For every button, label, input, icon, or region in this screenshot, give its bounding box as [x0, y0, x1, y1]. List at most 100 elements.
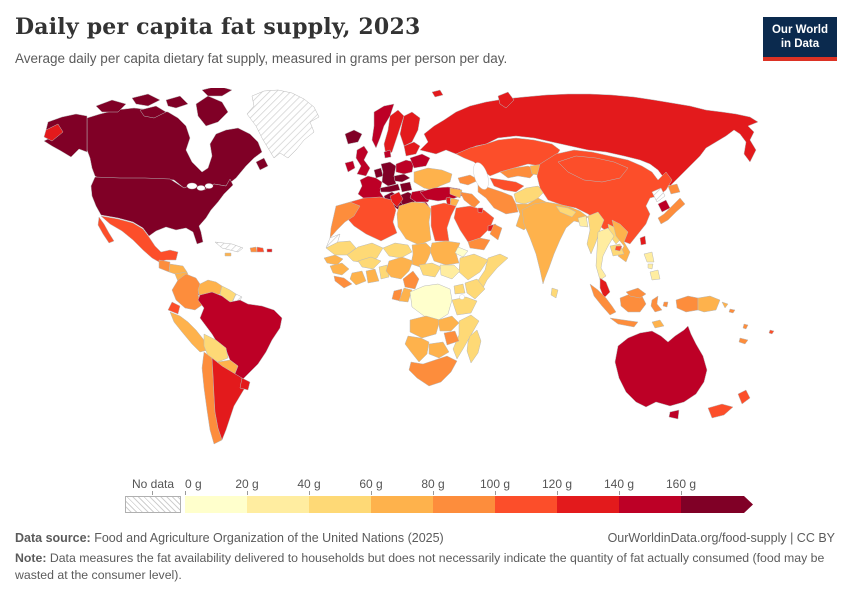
country-nepal[interactable]	[555, 205, 577, 218]
country-usa[interactable]	[90, 176, 234, 245]
country-finland[interactable]	[399, 111, 421, 147]
country-malaysia[interactable]	[599, 277, 611, 299]
country-bangladesh[interactable]	[577, 215, 589, 228]
country-south-sudan[interactable]	[439, 264, 461, 280]
country-argentina[interactable]	[211, 357, 247, 441]
country-philippines-mindanao[interactable]	[649, 269, 661, 281]
country-tasmania[interactable]	[668, 409, 680, 420]
country-madagascar[interactable]	[466, 329, 482, 364]
legend-bin-60–80 g[interactable]	[371, 496, 433, 513]
country-indonesia-sumatra[interactable]	[589, 283, 617, 316]
country-drc[interactable]	[409, 283, 453, 322]
country-cuba[interactable]	[214, 241, 244, 253]
country-brazil[interactable]	[197, 291, 283, 383]
country-canada-newfoundland[interactable]	[255, 157, 269, 171]
country-caucasus[interactable]	[457, 174, 480, 186]
legend-bin-80–100 g[interactable]	[433, 496, 495, 513]
country-yemen[interactable]	[467, 237, 491, 251]
country-germany[interactable]	[380, 161, 397, 187]
country-jamaica[interactable]	[224, 252, 232, 257]
country-new-zealand-north[interactable]	[737, 389, 751, 405]
country-nigeria[interactable]	[385, 256, 414, 280]
country-sri-lanka[interactable]	[550, 287, 559, 299]
country-iran[interactable]	[477, 183, 519, 215]
country-burkina-faso[interactable]	[357, 256, 382, 270]
country-canada-ellesmere[interactable]	[201, 85, 233, 97]
country-congo[interactable]	[398, 287, 413, 303]
country-ecuador[interactable]	[167, 301, 181, 315]
country-ukraine[interactable]	[413, 167, 453, 191]
country-switzerland-austria[interactable]	[379, 183, 401, 193]
country-novaya-zemlya[interactable]	[497, 91, 515, 109]
country-south-africa[interactable]	[408, 355, 458, 387]
country-ivory-coast[interactable]	[349, 270, 367, 286]
country-uruguay[interactable]	[239, 377, 251, 391]
country-botswana[interactable]	[428, 341, 450, 359]
country-belarus[interactable]	[409, 153, 431, 169]
country-canada-island[interactable]	[165, 95, 189, 109]
country-chad[interactable]	[410, 242, 433, 269]
country-angola[interactable]	[409, 315, 441, 339]
country-vanuatu[interactable]	[742, 323, 749, 330]
legend-bin-160+ g[interactable]	[681, 496, 753, 513]
legend-bin-140–160 g[interactable]	[619, 496, 681, 513]
country-chukotka[interactable]	[43, 123, 64, 142]
country-somalia[interactable]	[476, 253, 509, 293]
country-australia[interactable]	[614, 325, 708, 408]
country-japan-honshu[interactable]	[657, 197, 686, 225]
country-canada-island[interactable]	[131, 93, 161, 107]
country-mexico-baja[interactable]	[97, 216, 115, 244]
country-uk[interactable]	[355, 145, 371, 177]
country-sierra-leone-liberia[interactable]	[333, 275, 353, 289]
country-tanzania[interactable]	[451, 296, 478, 316]
owid-link[interactable]: OurWorldinData.org/food-supply | CC BY	[607, 531, 835, 545]
legend-bin-0–20 g[interactable]	[185, 496, 247, 513]
country-svalbard[interactable]	[431, 89, 444, 98]
country-philippines-luzon[interactable]	[643, 251, 655, 263]
country-sweden[interactable]	[383, 109, 405, 157]
country-libya[interactable]	[396, 201, 432, 246]
country-iraq[interactable]	[459, 191, 481, 209]
owid-logo[interactable]: Our World in Data	[762, 17, 837, 61]
country-vietnam[interactable]	[611, 219, 631, 263]
country-uganda[interactable]	[453, 283, 466, 295]
country-poland[interactable]	[395, 159, 415, 175]
country-haiti[interactable]	[249, 246, 258, 253]
country-canada-victoria[interactable]	[139, 105, 167, 119]
country-senegal[interactable]	[323, 254, 344, 266]
country-ghana[interactable]	[365, 268, 380, 284]
country-benelux[interactable]	[373, 167, 384, 179]
legend-bin-120–140 g[interactable]	[557, 496, 619, 513]
country-papua-new-guinea[interactable]	[697, 295, 721, 313]
country-india[interactable]	[521, 201, 589, 285]
country-indonesia-java[interactable]	[609, 317, 639, 328]
country-solomon-islands[interactable]	[728, 308, 736, 314]
country-norway[interactable]	[371, 103, 395, 149]
country-central-african-republic[interactable]	[418, 262, 442, 278]
country-egypt[interactable]	[430, 202, 457, 242]
country-hungary[interactable]	[399, 181, 413, 193]
country-guatemala[interactable]	[158, 259, 171, 273]
country-east-malaysia[interactable]	[625, 287, 647, 299]
country-zambia[interactable]	[437, 315, 460, 332]
country-greenland[interactable]	[246, 89, 320, 159]
country-north-korea[interactable]	[651, 187, 666, 203]
country-new-zealand-south[interactable]	[707, 403, 734, 419]
country-myanmar[interactable]	[586, 211, 605, 255]
country-philippines-visayas[interactable]	[647, 263, 654, 270]
country-canada-island[interactable]	[95, 99, 127, 113]
country-ireland[interactable]	[344, 160, 356, 173]
country-denmark[interactable]	[383, 149, 392, 159]
country-kuwait[interactable]	[477, 207, 484, 214]
country-new-britain[interactable]	[721, 301, 729, 309]
country-dominican-republic[interactable]	[256, 246, 265, 253]
country-saudi-arabia[interactable]	[453, 205, 495, 243]
country-thailand[interactable]	[595, 227, 615, 281]
country-bolivia[interactable]	[203, 333, 229, 363]
country-niger[interactable]	[382, 242, 413, 259]
country-cameroon[interactable]	[402, 270, 420, 290]
country-puerto-rico[interactable]	[266, 248, 273, 253]
country-morocco[interactable]	[329, 201, 361, 239]
country-oman[interactable]	[489, 223, 503, 241]
country-new-caledonia[interactable]	[738, 337, 749, 345]
